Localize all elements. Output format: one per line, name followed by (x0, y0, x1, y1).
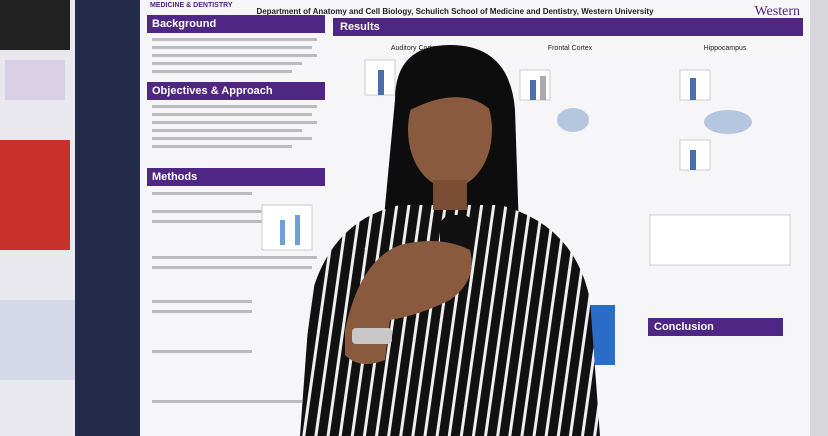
left-figure (5, 60, 65, 100)
section-title: Background (152, 18, 216, 30)
logo: Western (754, 4, 800, 19)
section-title: Results (340, 21, 380, 33)
column-title: Auditory Cortex (391, 45, 440, 52)
body-text (152, 38, 317, 403)
affiliation: Department of Anatomy and Cell Biology, … (256, 7, 654, 16)
watch (352, 328, 392, 344)
left-figure (0, 0, 70, 50)
section-header (147, 82, 325, 100)
column-title: Hippocampus (704, 45, 747, 52)
section-header (648, 318, 783, 336)
person (300, 45, 600, 436)
section-header (147, 15, 325, 33)
section-header (333, 18, 803, 36)
section-title: Objectives & Approach (152, 85, 273, 97)
column-title: Frontal Cortex (548, 45, 593, 52)
school: MEDICINE & DENTISTRY (150, 2, 233, 9)
left-figure (0, 300, 75, 380)
section-title: Methods (152, 171, 197, 183)
section-title: Conclusion (654, 321, 714, 333)
section-header (147, 168, 325, 186)
wall (810, 0, 828, 436)
result-figures (261, 59, 791, 365)
left-figure (0, 140, 70, 250)
